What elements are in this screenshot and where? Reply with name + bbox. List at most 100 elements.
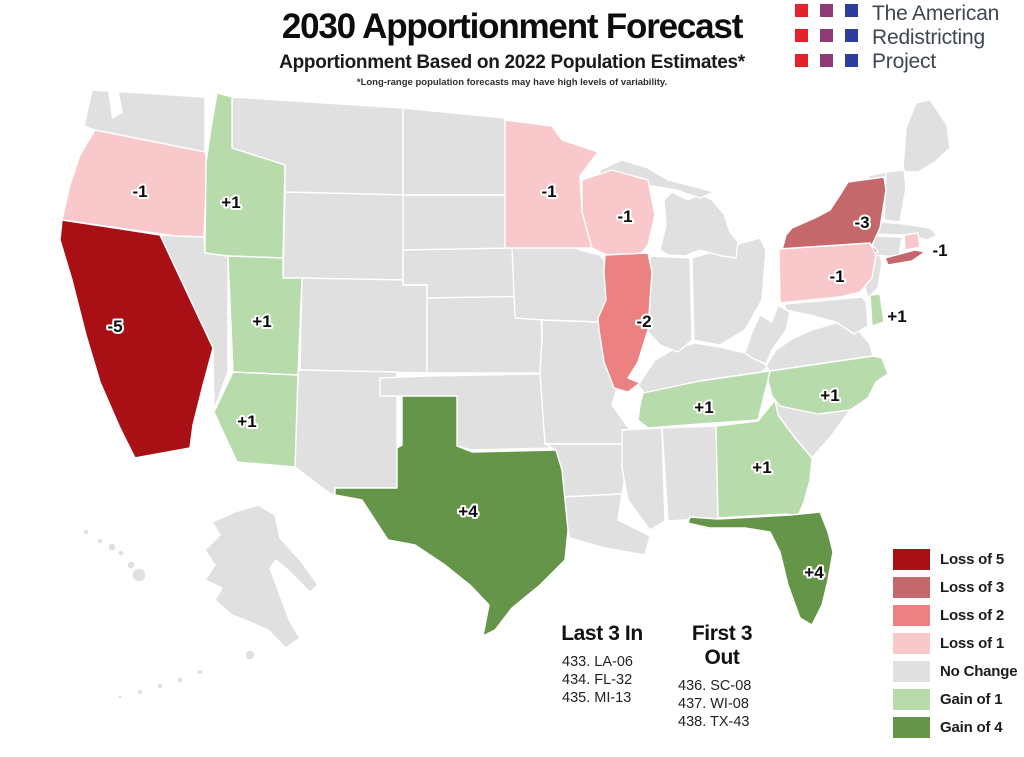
list-item: 437. WI-08 bbox=[678, 696, 749, 712]
state-ny-long-island bbox=[884, 249, 926, 266]
logo-square-purple bbox=[820, 54, 833, 67]
legend-label: No Change bbox=[940, 663, 1018, 680]
logo-square-blue bbox=[845, 4, 858, 17]
legend-swatch-loss2 bbox=[893, 605, 930, 626]
state-nd bbox=[402, 107, 511, 196]
state-hi-island bbox=[126, 560, 136, 570]
state-ak-island bbox=[117, 694, 123, 700]
state-hi-island bbox=[82, 528, 90, 536]
changed-states bbox=[59, 92, 926, 637]
state-ak-island bbox=[244, 649, 256, 661]
map-legend: Loss of 5 Loss of 3 Loss of 2 Loss of 1 … bbox=[893, 549, 1018, 738]
state-de bbox=[869, 293, 885, 327]
state-pa bbox=[778, 242, 877, 304]
state-label-nc: +1 bbox=[820, 386, 839, 405]
state-nc bbox=[767, 355, 889, 415]
state-hi-island bbox=[96, 537, 104, 545]
puget-sound-water bbox=[108, 88, 123, 119]
state-label-il: -2 bbox=[636, 312, 651, 331]
legend-row-gain1: Gain of 1 bbox=[893, 689, 1017, 710]
state-hi-island bbox=[117, 549, 125, 557]
legend-swatch-gain1 bbox=[893, 689, 930, 710]
legend-row-loss2: Loss of 2 bbox=[893, 605, 1017, 626]
logo-squares-icon bbox=[795, 4, 858, 74]
state-ak bbox=[204, 504, 319, 649]
state-ak-island bbox=[136, 688, 144, 696]
legend-label: Gain of 1 bbox=[940, 691, 1003, 708]
state-label-mn: -1 bbox=[541, 182, 556, 201]
state-ak-island bbox=[196, 668, 204, 676]
state-in bbox=[647, 255, 693, 353]
first-3-out-heading: First 3 Out bbox=[691, 622, 753, 669]
state-md bbox=[783, 296, 869, 335]
state-label-id: +1 bbox=[221, 193, 240, 212]
logo-square-blue bbox=[845, 29, 858, 42]
logo-line-1: The American bbox=[872, 2, 1000, 25]
state-label-wi: -1 bbox=[617, 207, 632, 226]
logo-line-2: Redistricting bbox=[872, 26, 985, 49]
last-3-in-heading: Last 3 In bbox=[561, 622, 643, 645]
legend-row-nochange: No Change bbox=[893, 661, 1018, 682]
first-3-out-list: 436. SC-08 437. WI-08 438. TX-43 bbox=[678, 677, 772, 731]
logo-wordmark: The American Redistricting Project bbox=[872, 2, 999, 74]
last-3-in-list: 433. LA-06 434. FL-32 435. MI-13 bbox=[562, 653, 648, 707]
state-label-or: -1 bbox=[132, 182, 147, 201]
no-change-states bbox=[82, 88, 951, 700]
logo-line-3: Project bbox=[872, 50, 936, 73]
state-label-ca: -5 bbox=[107, 317, 122, 336]
state-ca bbox=[59, 219, 214, 459]
state-label-ut: +1 bbox=[252, 312, 271, 331]
state-label-ny: -3 bbox=[854, 213, 869, 232]
state-tx bbox=[334, 395, 569, 637]
legend-row-loss5: Loss of 5 bbox=[893, 549, 1017, 570]
state-change-labels: -1 +1 -5 +1 +1 -1 -1 -2 -3 -1 -1 +1 +1 +… bbox=[105, 180, 949, 584]
legend-label: Loss of 5 bbox=[940, 551, 1005, 568]
state-hi-island bbox=[107, 542, 117, 552]
legend-swatch-loss3 bbox=[893, 577, 930, 598]
list-item: 436. SC-08 bbox=[678, 678, 752, 694]
state-wi bbox=[581, 169, 656, 256]
legend-label: Loss of 1 bbox=[940, 635, 1005, 652]
first-3-out-block: First 3 Out 436. SC-08 437. WI-08 438. T… bbox=[672, 622, 772, 731]
state-label-ga: +1 bbox=[752, 458, 771, 477]
legend-label: Loss of 3 bbox=[940, 579, 1005, 596]
state-co bbox=[299, 277, 428, 374]
list-item: 435. MI-13 bbox=[562, 690, 632, 706]
state-fl bbox=[687, 511, 834, 626]
state-hi-island bbox=[131, 567, 147, 583]
legend-label: Loss of 2 bbox=[940, 607, 1005, 624]
logo-square-blue bbox=[845, 54, 858, 67]
state-ia bbox=[511, 244, 613, 323]
state-ak-island bbox=[176, 676, 184, 684]
state-label-fl: +4 bbox=[804, 563, 824, 582]
list-item: 434. FL-32 bbox=[562, 672, 633, 688]
state-ri bbox=[903, 232, 921, 251]
legend-row-gain4: Gain of 4 bbox=[893, 717, 1017, 738]
state-or bbox=[61, 129, 208, 238]
legend-row-loss3: Loss of 3 bbox=[893, 577, 1017, 598]
state-oh bbox=[691, 237, 767, 346]
state-label-pa: -1 bbox=[829, 267, 844, 286]
legend-swatch-nochange bbox=[893, 661, 930, 682]
state-ga bbox=[715, 399, 813, 519]
state-wv bbox=[744, 304, 791, 365]
arp-logo: The American Redistricting Project bbox=[795, 2, 999, 74]
legend-swatch-loss5 bbox=[893, 549, 930, 570]
state-il bbox=[597, 252, 653, 393]
legend-swatch-gain4 bbox=[893, 717, 930, 738]
state-ms bbox=[621, 427, 666, 531]
legend-row-loss1: Loss of 1 bbox=[893, 633, 1017, 654]
legend-swatch-loss1 bbox=[893, 633, 930, 654]
state-ak-island bbox=[156, 682, 164, 690]
logo-square-red bbox=[795, 4, 808, 17]
last-3-in-block: Last 3 In 433. LA-06 434. FL-32 435. MI-… bbox=[556, 622, 648, 707]
logo-square-purple bbox=[820, 29, 833, 42]
list-item: 438. TX-43 bbox=[678, 714, 750, 730]
state-label-de: +1 bbox=[887, 307, 906, 326]
state-nv bbox=[159, 234, 229, 411]
state-az bbox=[213, 371, 299, 468]
list-item: 433. LA-06 bbox=[562, 654, 633, 670]
logo-square-red bbox=[795, 29, 808, 42]
state-label-tn: +1 bbox=[694, 398, 713, 417]
